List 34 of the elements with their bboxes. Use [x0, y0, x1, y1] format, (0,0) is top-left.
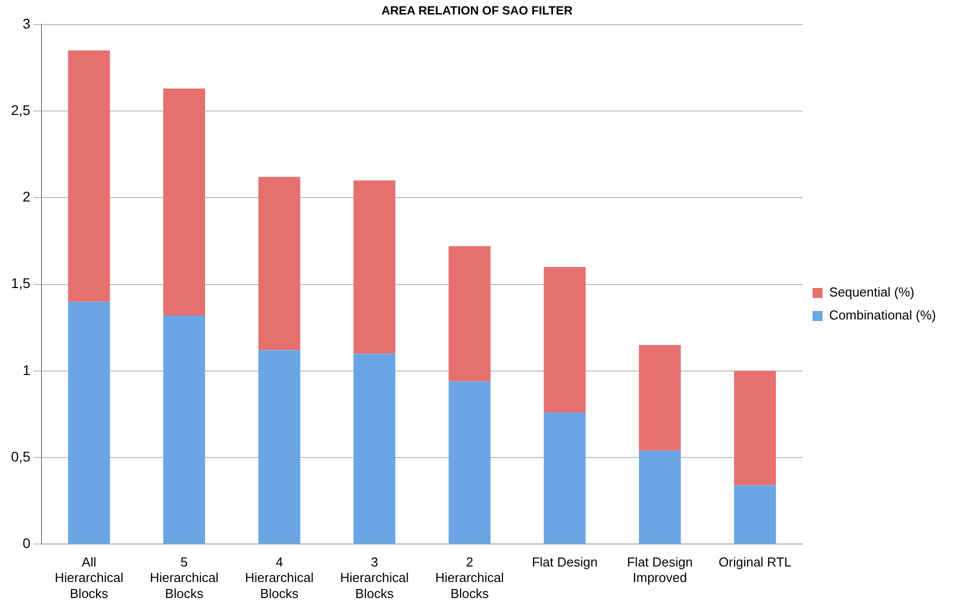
y-tick-label: 1,5 — [10, 275, 31, 292]
legend-label: Combinational (%) — [829, 308, 936, 323]
bar — [544, 266, 586, 413]
bar — [638, 344, 681, 451]
x-tick-label: All Hierarchical Blocks — [54, 554, 124, 601]
bar — [258, 176, 300, 350]
y-tick-label: 2,5 — [10, 102, 31, 118]
x-tick-label: 2 Hierarchical Blocks — [435, 554, 504, 601]
y-tick-label: 0,5 — [10, 448, 31, 464]
bar — [734, 370, 776, 486]
bar — [638, 450, 681, 544]
bar — [163, 315, 206, 544]
chart-title: AREA RELATION OF SAO FILTER — [381, 4, 573, 18]
bar — [354, 354, 396, 544]
x-tick-label: Flat Design Improved — [626, 554, 693, 586]
bar — [448, 381, 491, 544]
x-tick-label: Original RTL — [718, 554, 792, 570]
y-tick-label: 2 — [22, 188, 31, 205]
bar — [448, 246, 491, 382]
x-tick-label: 3 Hierarchical Blocks — [340, 554, 409, 601]
bar — [354, 180, 396, 354]
bar — [544, 412, 586, 544]
bar — [258, 350, 300, 544]
bar — [68, 302, 110, 544]
x-tick-label: 4 Hierarchical Blocks — [244, 554, 314, 601]
y-tick-label: 1 — [22, 362, 31, 378]
x-tick-label: 5 Hierarchical Blocks — [150, 554, 219, 601]
bar — [163, 88, 206, 316]
y-tick-label: 3 — [22, 15, 31, 32]
x-tick-label: Flat Design — [532, 554, 598, 570]
bar — [68, 50, 110, 302]
y-tick-label: 0 — [22, 535, 31, 552]
bar — [734, 485, 776, 544]
legend-label: Sequential (%) — [829, 284, 914, 300]
